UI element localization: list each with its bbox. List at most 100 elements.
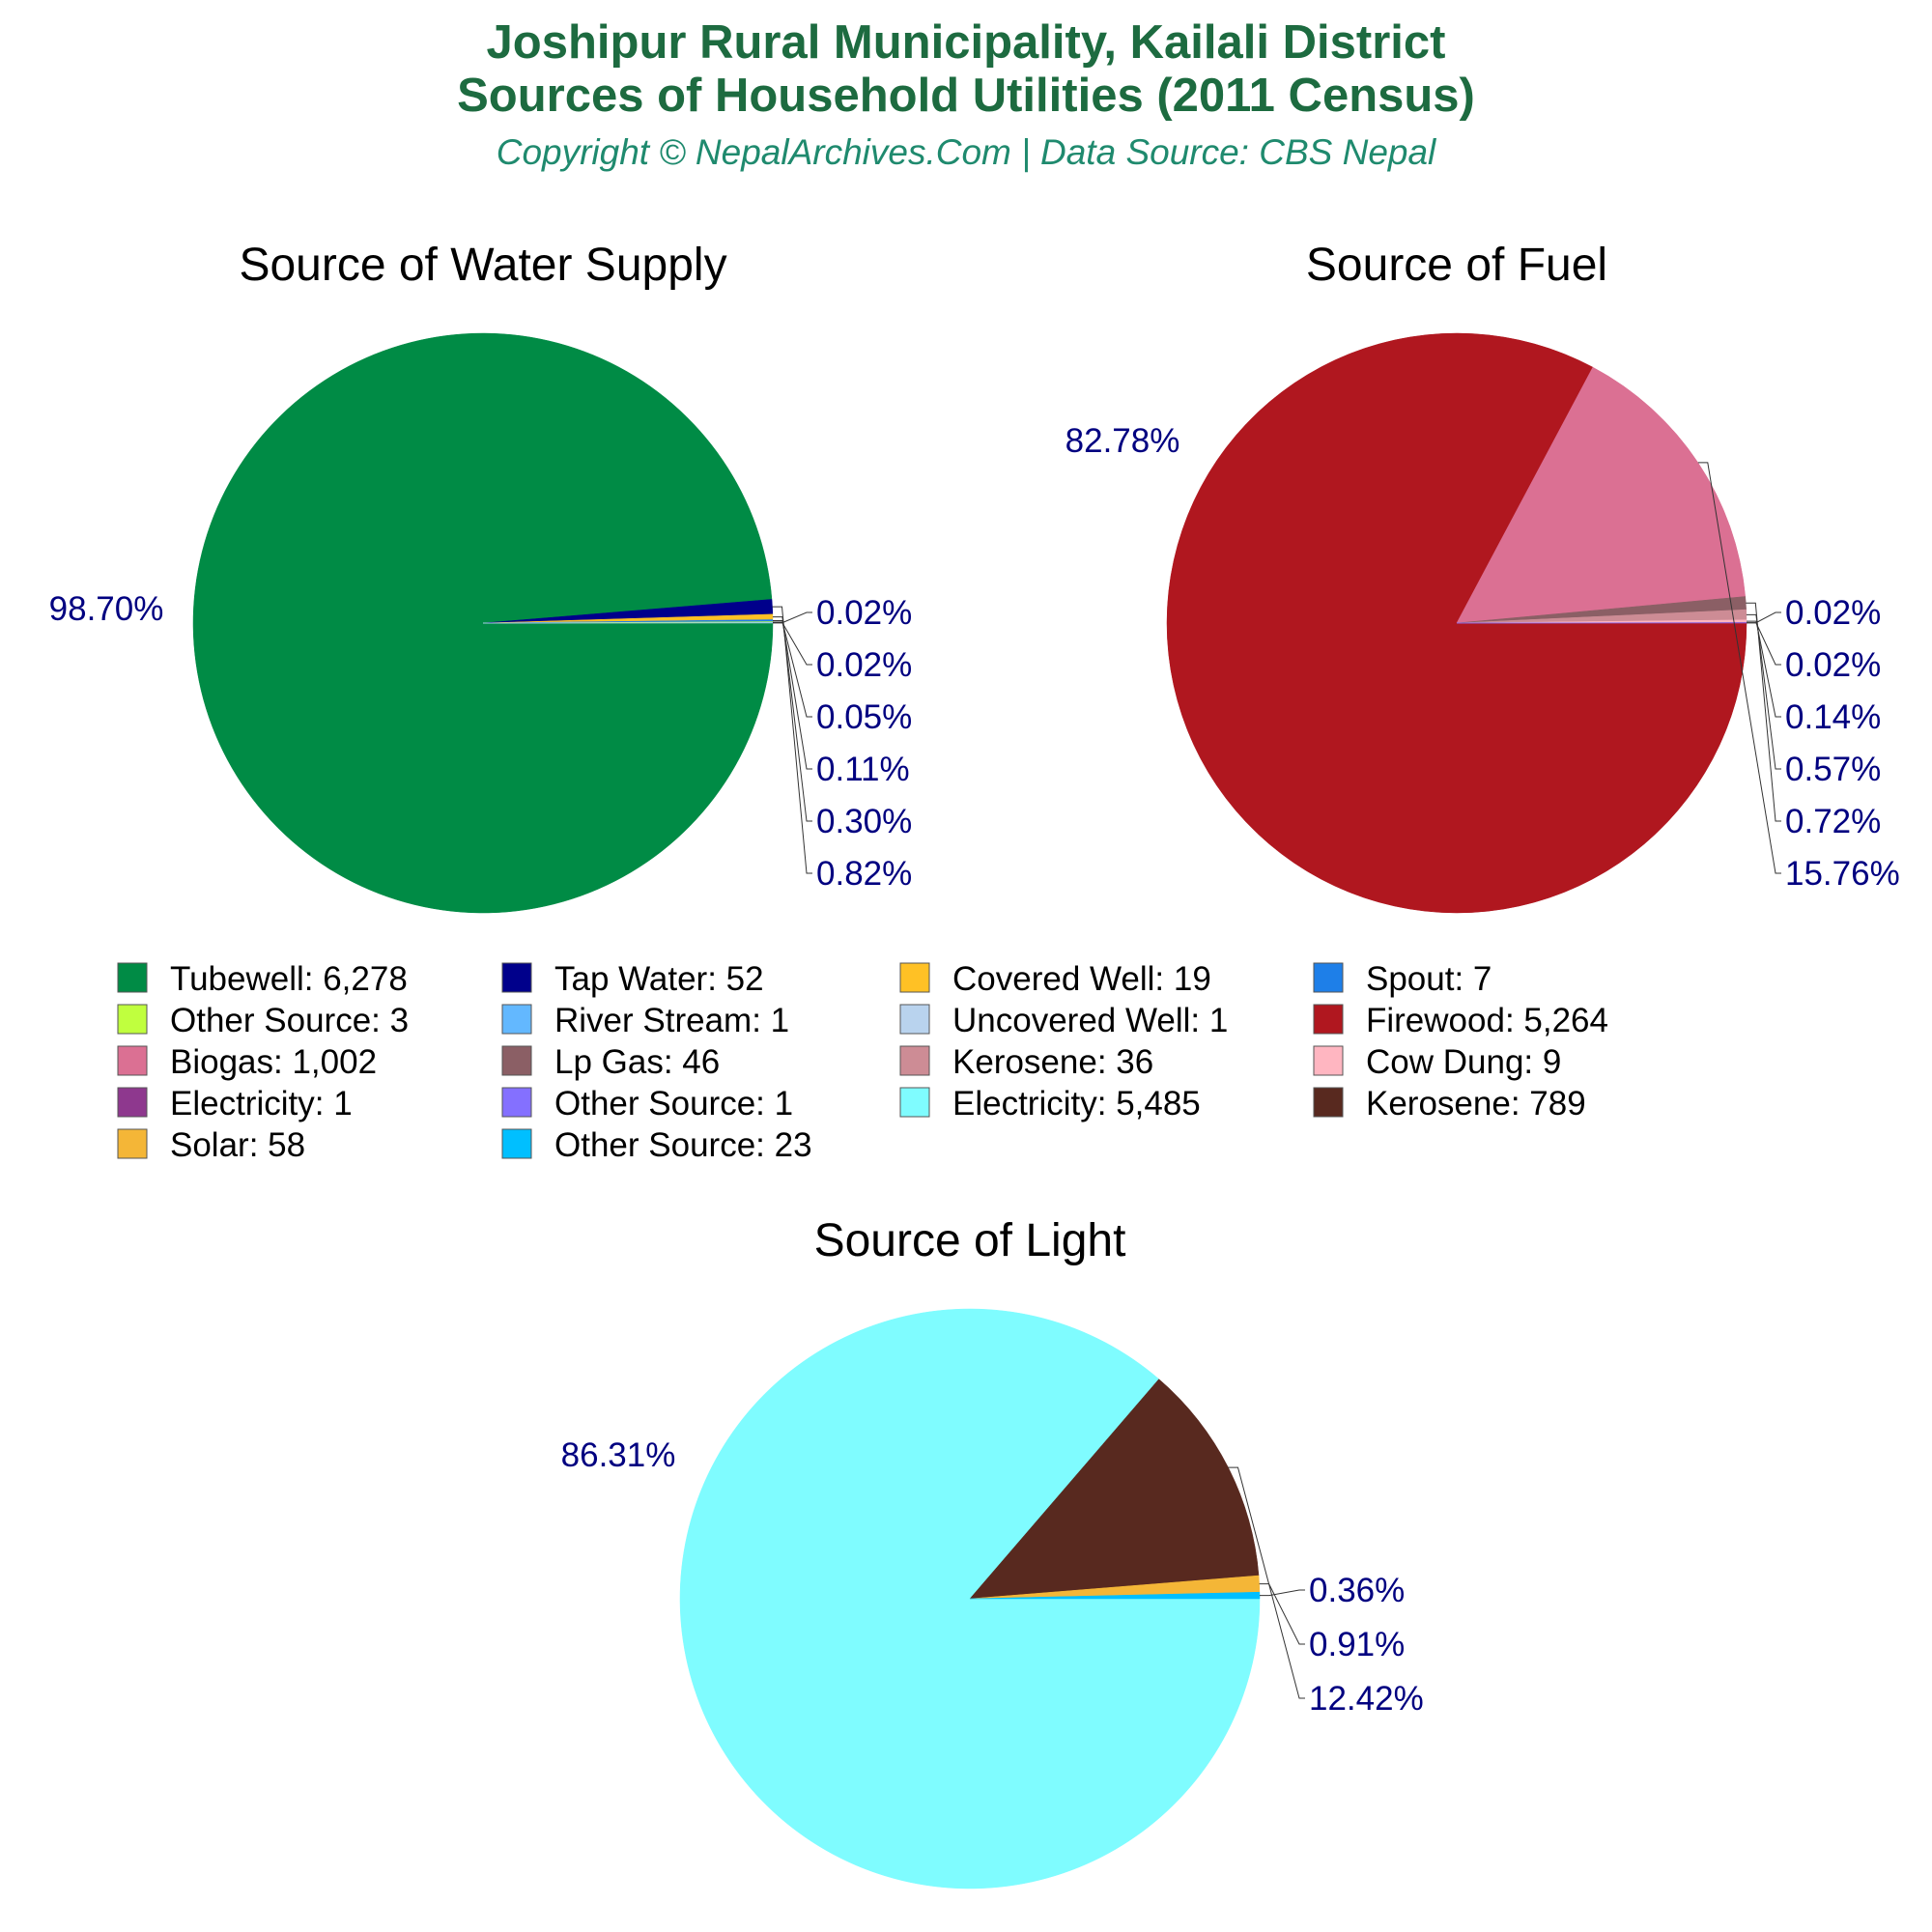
water-supply-pct-label: 0.30% (816, 803, 912, 840)
water-supply-leader-line (773, 620, 812, 770)
water-supply-pct-label: 0.82% (816, 855, 912, 893)
light-pct-label: 0.91% (1309, 1626, 1405, 1663)
legend-swatch (899, 1087, 930, 1118)
legend-swatch (501, 962, 532, 993)
water-supply-pct-label: 0.11% (816, 751, 910, 788)
fuel-pct-label: 0.57% (1785, 751, 1881, 788)
legend-item: Kerosene: 789 (1313, 1085, 1586, 1122)
legend-label: Other Source: 23 (554, 1126, 812, 1164)
light-leader-line (1260, 1589, 1305, 1597)
legend-label: Spout: 7 (1366, 960, 1492, 998)
copyright-subtitle: Copyright © NepalArchives.Com | Data Sou… (497, 132, 1437, 172)
legend-item: Electricity: 5,485 (899, 1085, 1201, 1122)
legend-swatch (501, 1128, 532, 1159)
light-slice-kerosene (969, 1378, 1260, 1600)
fuel-pct-label: 0.14% (1785, 698, 1881, 736)
legend-swatch (117, 1045, 148, 1076)
fuel-pie-title: Source of Fuel (1306, 240, 1607, 291)
legend-swatch (899, 1004, 930, 1035)
legend-item: Spout: 7 (1313, 960, 1492, 998)
legend-item: Lp Gas: 46 (501, 1043, 720, 1081)
legend-swatch (899, 962, 930, 993)
legend-item: Firewood: 5,264 (1313, 1002, 1608, 1039)
legend-label: Lp Gas: 46 (554, 1043, 720, 1081)
legend-swatch (117, 1087, 148, 1118)
pie-charts-group: 98.70% 0.02% 0.02% 0.05% 0.11% 0.30% 0.82% 82.7… (49, 332, 1900, 1889)
water-supply-pct-label: 0.02% (816, 646, 912, 684)
fuel-pct-label: 0.02% (1785, 594, 1881, 632)
legend-label: Other Source: 3 (170, 1002, 409, 1039)
legend-item: Electricity: 1 (117, 1085, 353, 1122)
fuel-leader-line (1746, 602, 1781, 822)
legend-item: River Stream: 1 (501, 1002, 789, 1039)
legend-label: Firewood: 5,264 (1366, 1002, 1608, 1039)
legend-label: Cow Dung: 9 (1366, 1043, 1561, 1081)
light-slice-electricity (679, 1308, 1261, 1889)
light-leader-line (1228, 1466, 1305, 1699)
legend-label: Kerosene: 789 (1366, 1085, 1586, 1122)
legend-label: Biogas: 1,002 (170, 1043, 377, 1081)
fuel-slice-biogas (1456, 366, 1747, 624)
light-slice-other-source (969, 1591, 1261, 1600)
legend-swatch (1313, 1004, 1344, 1035)
legend-item: Cow Dung: 9 (1313, 1043, 1561, 1081)
water-supply-pie: 98.70% 0.02% 0.02% 0.05% 0.11% 0.30% 0.82% (49, 332, 912, 914)
fuel-pct-label: 0.72% (1785, 803, 1881, 840)
legend-swatch (1313, 1087, 1344, 1118)
light-pct-label: 86.31% (561, 1436, 676, 1474)
fuel-leader-line (1697, 462, 1781, 874)
legend-label: Solar: 58 (170, 1126, 305, 1164)
legend-label: Kerosene: 36 (952, 1043, 1153, 1081)
legend-label: Other Source: 1 (554, 1085, 793, 1122)
light-pct-label: 12.42% (1309, 1680, 1424, 1718)
fuel-pie: 82.78% 0.02% 0.02% 0.14% 0.57% 0.72% 15.76% (1065, 332, 1900, 914)
light-pct-label: 0.36% (1309, 1572, 1405, 1609)
legend-swatch (501, 1004, 532, 1035)
main-title-line1: Joshipur Rural Municipality, Kailali Dis… (487, 16, 1446, 69)
water-supply-pct-label: 0.05% (816, 698, 912, 736)
legend-swatch (117, 1128, 148, 1159)
legend-swatch (899, 1045, 930, 1076)
legend-label: Uncovered Well: 1 (952, 1002, 1228, 1039)
water-supply-leader-line (773, 611, 812, 624)
water-supply-pie-title: Source of Water Supply (239, 240, 726, 291)
main-title-line2: Sources of Household Utilities (2011 Cen… (457, 70, 1475, 122)
water-supply-leader-line (772, 606, 812, 874)
legend-item: Other Source: 23 (501, 1126, 812, 1164)
light-pie: 86.31% 0.36% 0.91% 12.42% (561, 1308, 1424, 1889)
fuel-leader-line (1746, 613, 1781, 770)
fuel-pct-label: 15.76% (1785, 855, 1900, 893)
water-supply-pct-label: 0.02% (816, 594, 912, 632)
legend-swatch (117, 1004, 148, 1035)
legend-label: Tap Water: 52 (554, 960, 764, 998)
legend-item: Uncovered Well: 1 (899, 1002, 1228, 1039)
legend-item: Tubewell: 6,278 (117, 960, 408, 998)
legend-swatch (501, 1087, 532, 1118)
fuel-pct-label: 0.02% (1785, 646, 1881, 684)
legend-swatch (1313, 962, 1344, 993)
legend-swatch (117, 962, 148, 993)
legend: Tubewell: 6,278 Tap Water: 52 Covered Well… (117, 960, 1608, 1164)
legend-item: Kerosene: 36 (899, 1043, 1153, 1081)
legend-swatch (501, 1045, 532, 1076)
light-pie-title: Source of Light (814, 1215, 1126, 1266)
legend-item: Other Source: 3 (117, 1002, 409, 1039)
fuel-pct-label: 82.78% (1065, 422, 1180, 460)
water-supply-leader-line (773, 621, 812, 718)
legend-label: Electricity: 5,485 (952, 1085, 1201, 1122)
light-leader-line (1259, 1583, 1305, 1645)
water-supply-leader-line (773, 622, 812, 666)
legend-item: Biogas: 1,002 (117, 1043, 377, 1081)
fuel-leader-line (1747, 620, 1781, 718)
legend-label: Covered Well: 19 (952, 960, 1211, 998)
legend-item: Other Source: 1 (501, 1085, 793, 1122)
legend-label: Electricity: 1 (170, 1085, 353, 1122)
legend-item: Tap Water: 52 (501, 960, 764, 998)
legend-swatch (1313, 1045, 1344, 1076)
legend-item: Solar: 58 (117, 1126, 305, 1164)
fuel-leader-line (1747, 622, 1781, 666)
legend-item: Covered Well: 19 (899, 960, 1211, 998)
water-supply-pct-label: 98.70% (49, 590, 164, 628)
legend-label: River Stream: 1 (554, 1002, 789, 1039)
